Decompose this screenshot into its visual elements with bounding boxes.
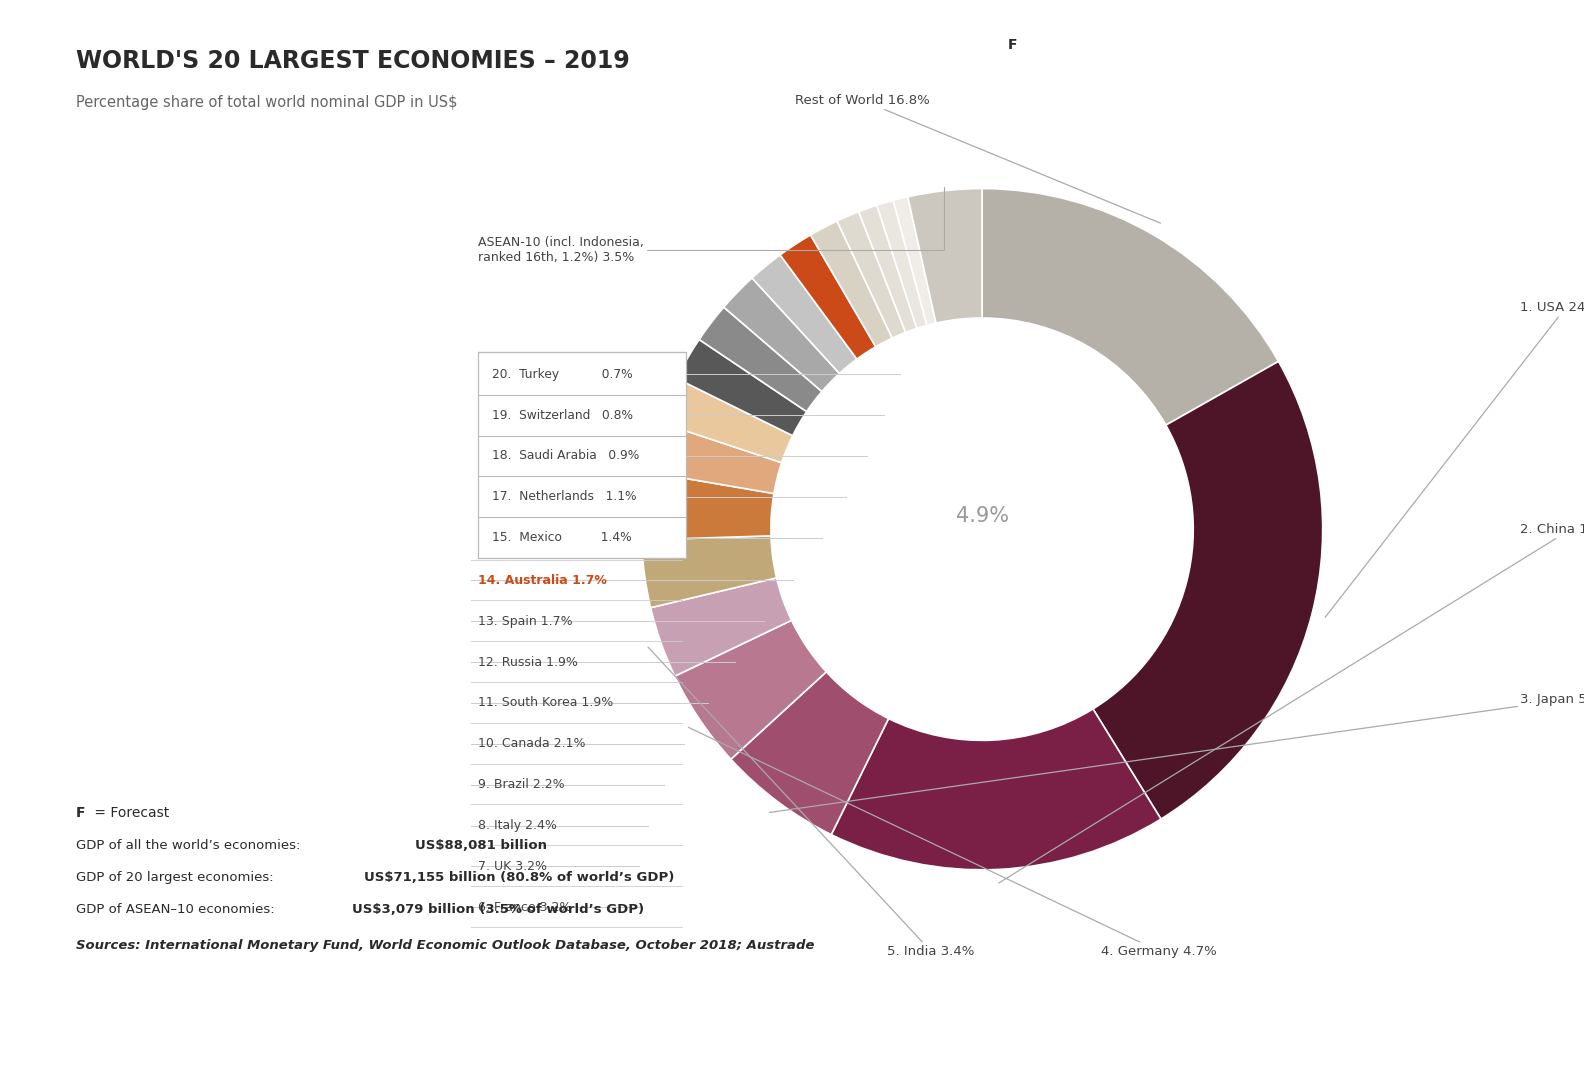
Text: 9. Brazil 2.2%: 9. Brazil 2.2% (478, 779, 564, 792)
Text: F: F (76, 806, 86, 820)
Bar (478, 352, 686, 558)
Text: F: F (1007, 38, 1017, 52)
Text: 18.  Saudi Arabia   0.9%: 18. Saudi Arabia 0.9% (491, 449, 638, 462)
Text: = Forecast: = Forecast (90, 806, 169, 820)
Text: 6. France 3.2%: 6. France 3.2% (478, 901, 572, 914)
Text: 13. Spain 1.7%: 13. Spain 1.7% (478, 615, 572, 627)
Wedge shape (730, 672, 889, 835)
Text: 15.  Mexico          1.4%: 15. Mexico 1.4% (491, 531, 630, 544)
Text: 12. Russia 1.9%: 12. Russia 1.9% (478, 656, 578, 669)
Text: 5. India 3.4%: 5. India 3.4% (648, 647, 974, 958)
Text: Percentage share of total world nominal GDP in US$: Percentage share of total world nominal … (76, 95, 458, 110)
Wedge shape (1093, 362, 1323, 819)
Wedge shape (893, 197, 936, 325)
Wedge shape (676, 339, 806, 435)
Text: 4.9%: 4.9% (955, 505, 1009, 526)
Text: 3. Japan 5.9%: 3. Japan 5.9% (770, 693, 1584, 812)
Wedge shape (752, 255, 857, 374)
Wedge shape (832, 708, 1161, 869)
Wedge shape (724, 278, 840, 392)
Text: 8. Italy 2.4%: 8. Italy 2.4% (478, 819, 558, 832)
Text: GDP of ASEAN–10 economies:: GDP of ASEAN–10 economies: (76, 903, 279, 916)
Wedge shape (659, 378, 792, 462)
Wedge shape (699, 307, 822, 411)
Text: 4. Germany 4.7%: 4. Germany 4.7% (689, 728, 1217, 958)
Text: 11. South Korea 1.9%: 11. South Korea 1.9% (478, 697, 613, 710)
Wedge shape (675, 620, 827, 759)
Wedge shape (878, 201, 927, 328)
Text: ASEAN-10 (incl. Indonesia,
ranked 16th, 1.2%) 3.5%: ASEAN-10 (incl. Indonesia, ranked 16th, … (478, 187, 944, 264)
Wedge shape (908, 189, 982, 323)
Wedge shape (811, 221, 892, 347)
Text: WORLD'S 20 LARGEST ECONOMIES – 2019: WORLD'S 20 LARGEST ECONOMIES – 2019 (76, 49, 630, 72)
Wedge shape (781, 235, 876, 360)
Text: 19.  Switzerland   0.8%: 19. Switzerland 0.8% (491, 408, 632, 421)
Text: Rest of World 16.8%: Rest of World 16.8% (795, 94, 1161, 224)
Text: 1. USA 24.4%: 1. USA 24.4% (1326, 301, 1584, 618)
Wedge shape (642, 536, 776, 608)
Text: 7. UK 3.2%: 7. UK 3.2% (478, 860, 546, 873)
Text: 10. Canada 2.1%: 10. Canada 2.1% (478, 738, 586, 751)
Text: US$71,155 billion (80.8% of world’s GDP): US$71,155 billion (80.8% of world’s GDP) (364, 872, 675, 885)
Wedge shape (642, 472, 775, 540)
Text: GDP of 20 largest economies:: GDP of 20 largest economies: (76, 872, 277, 885)
Wedge shape (859, 205, 917, 333)
Text: US$88,081 billion: US$88,081 billion (415, 839, 546, 852)
Text: 20.  Turkey           0.7%: 20. Turkey 0.7% (491, 367, 632, 381)
Text: 14. Australia 1.7%: 14. Australia 1.7% (478, 573, 607, 586)
Text: US$3,079 billion (3.5% of world’s GDP): US$3,079 billion (3.5% of world’s GDP) (352, 903, 643, 916)
Text: Sources: International Monetary Fund, World Economic Outlook Database, October 2: Sources: International Monetary Fund, Wo… (76, 939, 814, 951)
Wedge shape (651, 578, 792, 676)
Text: 17.  Netherlands   1.1%: 17. Netherlands 1.1% (491, 490, 637, 503)
Text: 2. China 16.1%: 2. China 16.1% (1000, 523, 1584, 883)
Wedge shape (836, 212, 906, 338)
Wedge shape (982, 189, 1278, 426)
Text: GDP of all the world’s economies:: GDP of all the world’s economies: (76, 839, 304, 852)
Wedge shape (646, 422, 781, 494)
